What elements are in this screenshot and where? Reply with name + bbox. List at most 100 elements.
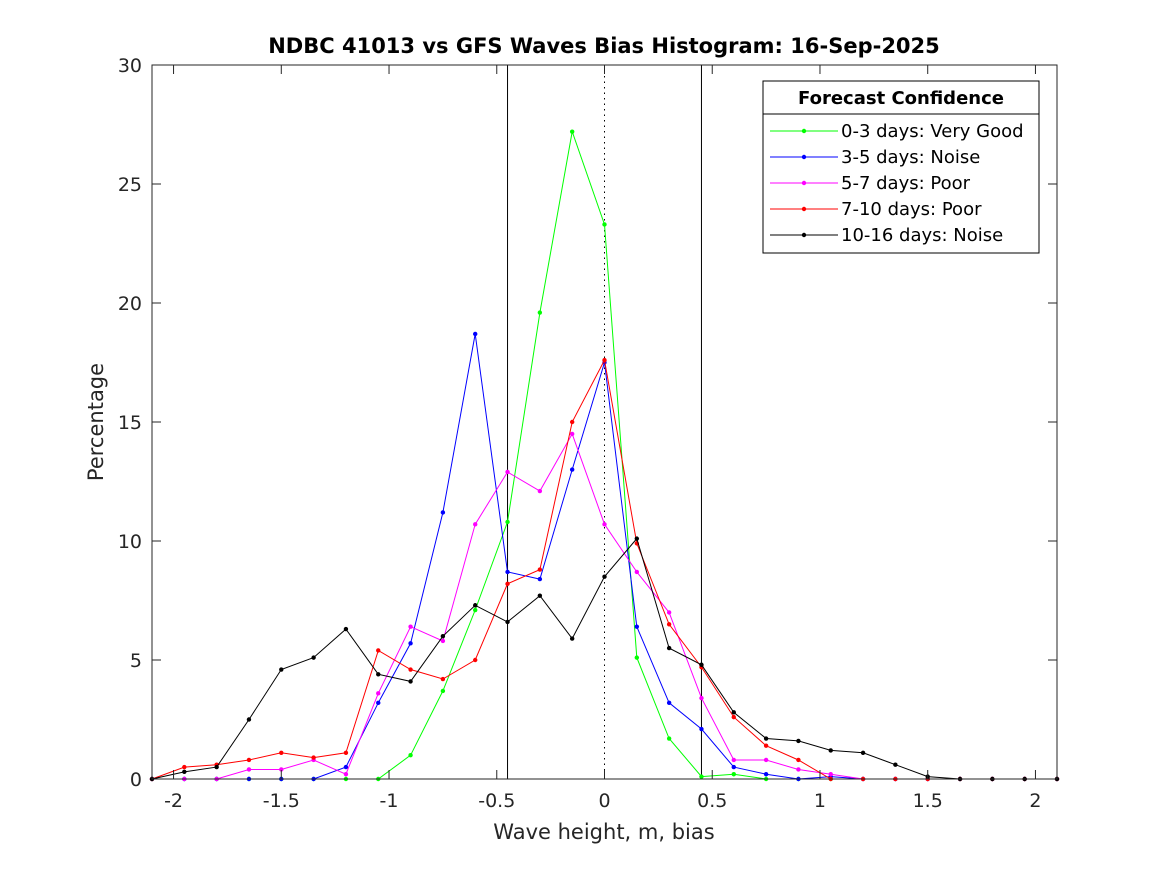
x-tick-label: 2 — [1029, 790, 1041, 812]
y-tick-label: 15 — [118, 412, 142, 434]
series-1-point — [763, 772, 769, 777]
legend-label-2: 5-7 days: Poor — [841, 173, 971, 194]
series-2-point — [408, 624, 413, 629]
legend-entries: 0-3 days: Very Good 3-5 days: Noise 5-7 da… — [770, 121, 1024, 246]
series-0-point — [699, 774, 704, 779]
plot-frame — [151, 64, 1058, 780]
series-4-point — [796, 738, 801, 744]
chart-title: NDBC 41013 vs GFS Waves Bias Histogram: … — [268, 34, 940, 58]
series-4-point — [182, 769, 187, 775]
legend-label-3: 7-10 days: Poor — [841, 199, 982, 220]
series-2-point — [634, 569, 640, 575]
series-0-point — [634, 655, 640, 660]
legend-marker-2 — [801, 180, 807, 186]
x-tick-label: 0.5 — [697, 790, 727, 812]
series-3-point — [505, 581, 510, 587]
x-tick-label: -0.5 — [478, 790, 515, 812]
series-0-point — [666, 736, 672, 741]
series-2-point — [666, 610, 672, 615]
legend-marker-4 — [801, 232, 807, 238]
series-3-point — [796, 757, 801, 763]
series-1-point — [731, 764, 736, 770]
legend-title: Forecast Confidence — [798, 88, 1004, 109]
series-3-point — [408, 667, 413, 672]
series-4-point — [828, 748, 833, 753]
series-4-point — [893, 762, 898, 767]
legend-marker-1 — [801, 154, 807, 160]
y-tick-label: 5 — [130, 650, 142, 672]
series-4-point — [666, 645, 672, 651]
series-3-point — [569, 419, 575, 425]
x-axis-label: Wave height, m, bias — [493, 820, 714, 844]
series-4-point — [731, 710, 736, 715]
series-2-point — [796, 767, 801, 772]
series-4-point — [505, 619, 510, 625]
series-0-point — [440, 688, 446, 694]
series-1-point — [537, 576, 543, 582]
x-tick-label: -2 — [164, 790, 183, 812]
series-2-point — [537, 488, 543, 494]
series-2-point — [279, 767, 284, 772]
legend-marker-3 — [801, 206, 807, 212]
x-tick-label: -1 — [380, 790, 399, 812]
legend-marker-0 — [801, 128, 807, 134]
series-4-point — [634, 536, 640, 541]
series-3-point — [731, 714, 736, 720]
series-4-point — [246, 717, 252, 722]
x-tick-label: 1.5 — [913, 790, 943, 812]
series-3-point — [602, 357, 607, 363]
series-3-point — [182, 764, 187, 770]
series-2-point — [376, 691, 381, 696]
series-1-point — [473, 331, 478, 337]
series-4-point — [279, 667, 284, 672]
series-1-point — [634, 624, 640, 629]
series-1-point — [569, 467, 575, 472]
y-tick-label: 30 — [118, 55, 142, 77]
y-tick-label: 25 — [118, 174, 142, 196]
series-0-point — [537, 310, 543, 315]
series-4-point — [440, 634, 446, 639]
series-3-point — [440, 676, 446, 682]
series-3-point — [763, 743, 769, 748]
x-tick-label: 0 — [598, 790, 610, 812]
series-1-point — [699, 726, 704, 732]
series-3-point — [376, 648, 381, 653]
legend-label-1: 3-5 days: Noise — [841, 147, 980, 168]
series-2-point — [828, 772, 833, 777]
series-2-point — [246, 767, 252, 772]
series-2-point — [731, 757, 736, 763]
x-tick-label: 1 — [814, 790, 826, 812]
y-axis-label: Percentage — [84, 363, 108, 481]
series-2-point — [473, 522, 478, 527]
series-2-point — [440, 638, 446, 644]
series-4-point — [376, 672, 381, 677]
series-4-point — [602, 574, 607, 579]
series-3-point — [343, 750, 349, 756]
series-3-point — [311, 755, 316, 760]
series-4-point — [311, 655, 316, 660]
series-3-point — [473, 657, 478, 663]
reference-lines — [507, 65, 702, 779]
series-4-point — [763, 736, 769, 741]
series-3-point — [279, 750, 284, 756]
series-4-point — [537, 593, 543, 598]
series-2-point — [602, 522, 607, 527]
series-2-point — [569, 431, 575, 437]
series-0-point — [408, 753, 413, 758]
series-1-point — [666, 700, 672, 706]
legend-title-box — [762, 80, 1040, 115]
series-3-point — [666, 622, 672, 627]
series-3-point — [246, 757, 252, 763]
series-2-point — [505, 469, 510, 475]
series-0-point — [505, 519, 510, 525]
y-tick-label: 20 — [118, 293, 142, 315]
series-2-point — [699, 695, 704, 701]
series-3-point — [537, 567, 543, 572]
series-4-point — [569, 636, 575, 641]
legend-label-4: 10-16 days: Noise — [841, 225, 1003, 246]
series-0-point — [731, 772, 736, 777]
series-2-point — [763, 757, 769, 763]
series-2-point — [343, 772, 349, 777]
x-tick-label: -1.5 — [263, 790, 300, 812]
